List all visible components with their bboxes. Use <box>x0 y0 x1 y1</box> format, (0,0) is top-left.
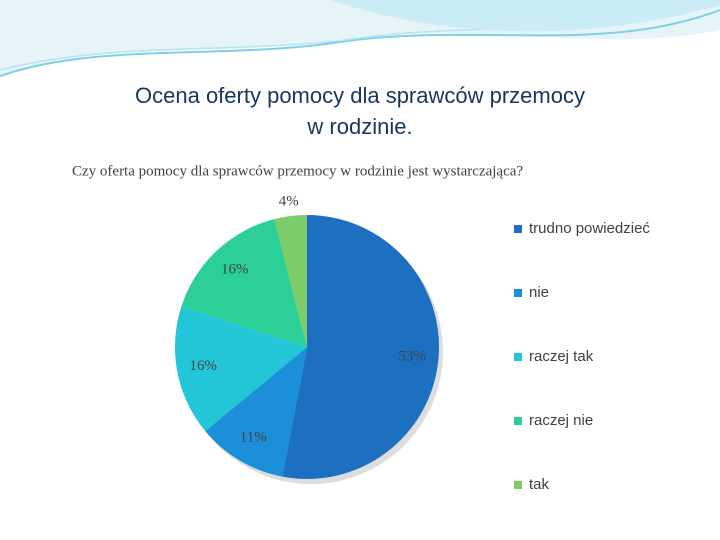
header-line <box>0 9 720 77</box>
slide-title: Ocena oferty pomocy dla sprawców przemoc… <box>135 83 585 108</box>
pie-slice <box>175 306 307 432</box>
legend-swatch <box>514 353 522 361</box>
legend-swatch <box>514 417 522 425</box>
pie-slice <box>282 215 439 479</box>
legend-label: tak <box>529 476 550 493</box>
pie-slice <box>181 219 307 347</box>
data-label: 4% <box>279 194 299 210</box>
slide-title: w rodzinie. <box>306 114 412 139</box>
legend-label: raczej nie <box>529 412 593 429</box>
data-label: 16% <box>221 261 249 277</box>
pie-slice <box>205 347 307 477</box>
legend-label: trudno powiedzieć <box>529 220 650 237</box>
legend-swatch <box>514 481 522 489</box>
legend-label: nie <box>529 284 549 301</box>
chart-title: Czy oferta pomocy dla sprawców przemocy … <box>72 163 523 179</box>
pie-slice <box>274 215 307 347</box>
header-wave <box>330 0 720 32</box>
data-label: 16% <box>190 358 218 374</box>
data-label: 53% <box>398 348 426 364</box>
legend-swatch <box>514 289 522 297</box>
legend-label: raczej tak <box>529 348 594 365</box>
legend-swatch <box>514 225 522 233</box>
data-label: 11% <box>240 429 267 445</box>
